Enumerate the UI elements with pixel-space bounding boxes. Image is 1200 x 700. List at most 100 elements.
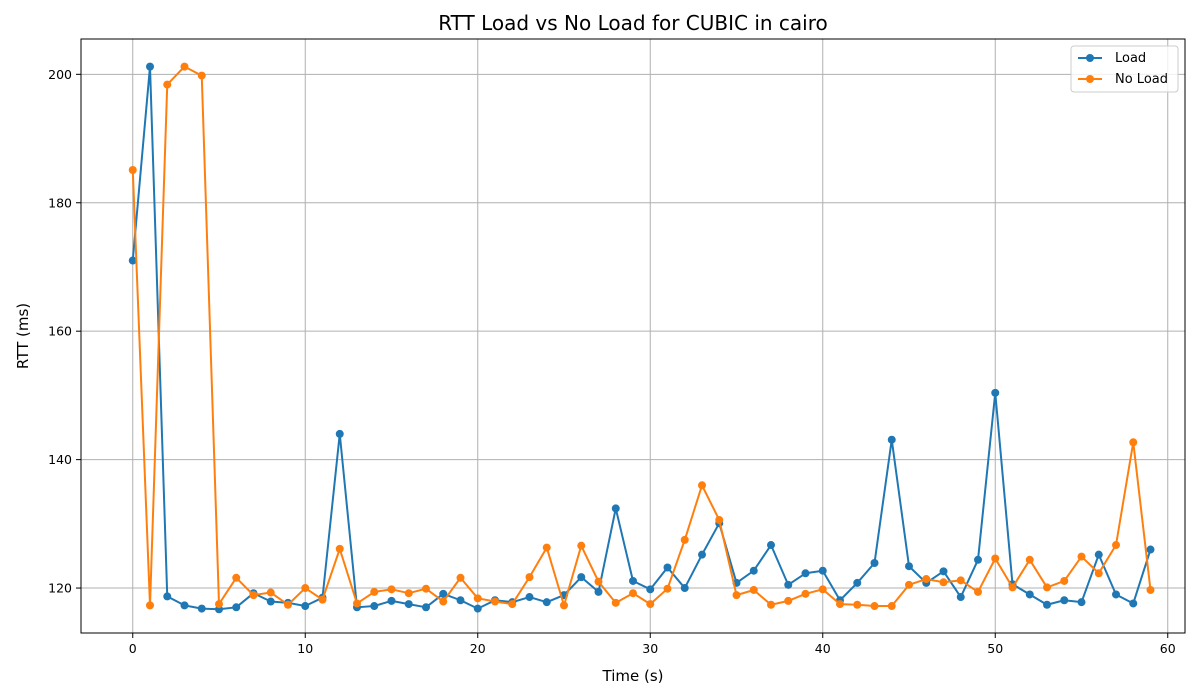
data-point-no-load xyxy=(698,481,706,490)
data-point-no-load xyxy=(922,575,931,584)
data-point-load xyxy=(146,62,154,71)
data-point-no-load xyxy=(801,589,810,598)
data-point-load xyxy=(1077,598,1086,607)
data-point-no-load xyxy=(956,576,965,585)
data-point-no-load xyxy=(680,535,689,544)
data-point-no-load xyxy=(991,554,1000,563)
data-point-no-load xyxy=(353,599,361,608)
series-line-no-load xyxy=(131,65,1152,608)
y-tick-label: 180 xyxy=(48,195,72,210)
data-point-no-load xyxy=(905,580,913,589)
data-point-no-load xyxy=(370,587,379,596)
data-point-no-load xyxy=(1112,541,1120,550)
axis-ticks: 0 10 20 30 40 50 60 120 140 160 180 200 xyxy=(48,67,1176,656)
data-point-no-load xyxy=(284,600,292,609)
x-tick-label: 60 xyxy=(1160,641,1176,656)
data-point-load xyxy=(422,603,430,612)
data-point-no-load xyxy=(439,597,448,606)
data-point-load xyxy=(525,593,534,602)
x-tick-label: 40 xyxy=(815,641,831,656)
data-point-no-load xyxy=(749,585,758,594)
data-point-no-load xyxy=(611,598,620,607)
data-point-no-load xyxy=(525,573,534,582)
legend: Load No Load xyxy=(1070,45,1179,93)
data-point-load xyxy=(577,573,586,582)
series-no-load xyxy=(128,62,1155,611)
y-axis-label: RTT (ms) xyxy=(14,303,32,369)
data-point-no-load xyxy=(508,600,517,609)
data-point-load xyxy=(1112,590,1120,599)
data-point-load xyxy=(663,563,672,572)
data-point-no-load xyxy=(594,577,603,586)
data-point-load xyxy=(163,592,172,601)
data-point-load xyxy=(698,550,706,559)
grid-lines xyxy=(81,39,1185,633)
data-point-no-load xyxy=(870,602,879,611)
data-point-load xyxy=(232,603,241,612)
data-point-load xyxy=(301,602,310,611)
data-point-load xyxy=(594,587,603,596)
data-point-no-load xyxy=(1043,583,1051,592)
data-point-no-load xyxy=(939,578,948,587)
data-point-load xyxy=(1043,600,1051,609)
data-point-no-load xyxy=(732,591,741,600)
data-point-no-load xyxy=(318,595,327,604)
data-point-no-load xyxy=(266,588,275,597)
data-point-no-load xyxy=(974,587,982,596)
data-point-no-load xyxy=(629,589,637,598)
data-point-no-load xyxy=(1060,576,1069,585)
data-point-load xyxy=(542,598,551,607)
data-point-load xyxy=(404,600,413,609)
data-point-no-load xyxy=(1094,569,1103,578)
data-point-load xyxy=(905,562,913,571)
y-tick-label: 120 xyxy=(48,581,72,596)
data-point-no-load xyxy=(404,589,413,598)
data-point-load xyxy=(853,578,862,587)
data-point-no-load xyxy=(456,573,465,582)
data-point-no-load xyxy=(1077,552,1086,561)
data-point-load xyxy=(456,596,465,605)
data-point-no-load xyxy=(180,62,189,71)
series-layer xyxy=(128,62,1155,614)
data-point-load xyxy=(266,597,275,606)
data-point-no-load xyxy=(836,600,844,609)
data-point-no-load xyxy=(1129,438,1138,447)
data-point-no-load xyxy=(818,585,827,594)
data-point-no-load xyxy=(491,597,499,606)
data-point-load xyxy=(197,604,206,613)
y-tick-label: 140 xyxy=(48,452,72,467)
x-tick-label: 50 xyxy=(987,641,1003,656)
data-point-no-load xyxy=(715,515,724,524)
data-point-load xyxy=(1129,599,1138,608)
data-point-no-load xyxy=(146,601,154,610)
x-tick-label: 10 xyxy=(297,641,313,656)
data-point-no-load xyxy=(335,544,344,553)
data-point-no-load xyxy=(128,166,137,174)
data-point-no-load xyxy=(197,71,206,80)
data-point-load xyxy=(784,580,793,589)
x-tick-label: 20 xyxy=(470,641,486,656)
x-axis-label: Time (s) xyxy=(602,667,664,685)
data-point-no-load xyxy=(232,573,241,582)
data-point-load xyxy=(939,567,948,576)
data-point-load xyxy=(818,566,827,575)
data-point-no-load xyxy=(301,584,310,593)
data-point-no-load xyxy=(1025,555,1034,564)
data-point-load xyxy=(370,602,379,611)
data-point-no-load xyxy=(560,601,568,610)
data-point-load xyxy=(887,435,896,444)
data-point-no-load xyxy=(249,591,258,600)
data-point-load xyxy=(1025,590,1034,599)
data-point-load xyxy=(473,604,482,613)
data-point-load xyxy=(1094,550,1103,559)
x-tick-label: 30 xyxy=(642,641,658,656)
data-point-no-load xyxy=(784,596,793,605)
plot-frame xyxy=(80,38,1186,634)
chart-title: RTT Load vs No Load for CUBIC in cairo xyxy=(438,11,828,35)
data-point-no-load xyxy=(887,602,896,611)
data-point-no-load xyxy=(542,543,551,552)
data-point-load xyxy=(611,504,620,513)
data-point-no-load xyxy=(577,541,586,550)
data-point-no-load xyxy=(473,594,482,603)
